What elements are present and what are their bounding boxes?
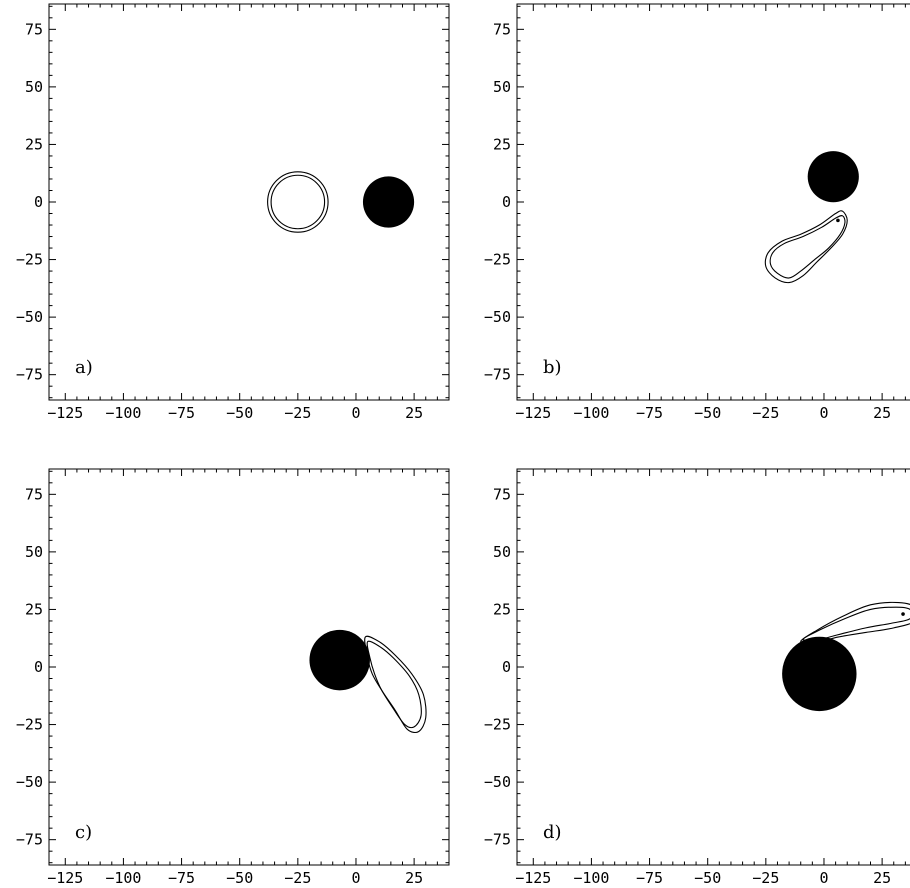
y-tick-label: −25 — [484, 716, 511, 734]
contour-line — [364, 635, 427, 734]
plot-area — [764, 151, 859, 284]
contour-line — [800, 601, 910, 644]
x-tick-label: 25 — [405, 404, 423, 422]
y-tick-label: 50 — [25, 543, 43, 561]
filled-disk — [807, 151, 859, 203]
plot-frame — [516, 3, 910, 401]
y-tick-label: −25 — [16, 716, 43, 734]
x-tick-label: −75 — [168, 869, 195, 887]
x-tick-label: −50 — [694, 404, 721, 422]
y-tick-label: −25 — [16, 251, 43, 269]
panel-a: −125 −100 −75 −50 −25 0 25 75 50 25 0 −25 −50 −75 a) — [16, 3, 450, 422]
contour-line — [764, 210, 848, 284]
contour-line — [802, 606, 910, 641]
y-tick-label: −75 — [16, 831, 43, 849]
plot-area — [309, 629, 427, 734]
panel-label: b) — [543, 357, 562, 378]
y-tick-label: 50 — [493, 78, 511, 96]
x-tick-label: −25 — [284, 869, 311, 887]
contour-line — [769, 215, 846, 279]
y-tick-label: −50 — [16, 308, 43, 326]
x-tick-label: −50 — [226, 404, 253, 422]
y-tick-label: 0 — [34, 193, 43, 211]
filled-disk — [362, 176, 415, 228]
y-tick-label: 75 — [25, 20, 43, 38]
x-tick-label: −100 — [573, 869, 609, 887]
plot-frame — [48, 468, 450, 866]
x-tick-label: −100 — [105, 404, 141, 422]
point-marker — [836, 218, 840, 223]
x-tick-label: 0 — [351, 869, 360, 887]
x-tick-label: −125 — [515, 869, 551, 887]
y-tick-label: −50 — [16, 773, 43, 791]
x-tick-label: −25 — [284, 404, 311, 422]
x-tick-label: −75 — [636, 404, 663, 422]
x-tick-label: 25 — [873, 869, 891, 887]
y-tick-label: 50 — [493, 543, 511, 561]
x-tick-label: 0 — [819, 404, 828, 422]
panel-label: a) — [75, 357, 93, 378]
y-tick-label: 25 — [25, 600, 43, 618]
panel-c: −125 −100 −75 −50 −25 0 25 75 50 25 0 −25 −50 −75 c) — [16, 468, 450, 887]
point-marker — [901, 612, 905, 616]
filled-disk — [782, 636, 857, 712]
y-tick-label: 50 — [25, 78, 43, 96]
x-tick-label: 25 — [873, 404, 891, 422]
x-tick-label: −100 — [105, 869, 141, 887]
contour-line — [267, 171, 329, 233]
y-tick-label: 0 — [502, 193, 511, 211]
plot-area — [267, 171, 415, 233]
y-tick-label: −75 — [484, 366, 511, 384]
x-tick-label: −50 — [694, 869, 721, 887]
filled-disk — [309, 629, 370, 691]
panel-b: −125 −100 −75 −50 −25 0 25 75 50 25 0 −25 −50 −75 b) — [484, 3, 910, 422]
panel-label: c) — [75, 822, 92, 843]
y-tick-label: 25 — [493, 600, 511, 618]
y-tick-label: 25 — [493, 135, 511, 153]
y-tick-label: 75 — [493, 20, 511, 38]
x-tick-label: −100 — [573, 404, 609, 422]
x-tick-label: −125 — [47, 404, 83, 422]
x-tick-label: −125 — [515, 404, 551, 422]
y-tick-label: −50 — [484, 773, 511, 791]
y-tick-label: 75 — [25, 485, 43, 503]
y-tick-label: 0 — [502, 658, 511, 676]
plot-area — [782, 601, 910, 712]
y-tick-label: −50 — [484, 308, 511, 326]
x-tick-label: −50 — [226, 869, 253, 887]
panel-d: −125 −100 −75 −50 −25 0 25 75 50 25 0 −25 −50 −75 d) — [484, 468, 910, 887]
x-tick-label: −25 — [752, 404, 779, 422]
contour-line — [270, 174, 326, 230]
y-tick-label: 25 — [25, 135, 43, 153]
contour-line — [366, 640, 422, 729]
x-tick-label: 0 — [819, 869, 828, 887]
x-tick-label: 25 — [405, 869, 423, 887]
y-tick-label: 0 — [34, 658, 43, 676]
y-tick-label: −25 — [484, 251, 511, 269]
x-tick-label: −25 — [752, 869, 779, 887]
x-tick-label: −75 — [636, 869, 663, 887]
y-tick-label: 75 — [493, 485, 511, 503]
x-tick-label: 0 — [351, 404, 360, 422]
panel-label: d) — [543, 822, 562, 843]
x-tick-label: −125 — [47, 869, 83, 887]
y-tick-label: −75 — [16, 366, 43, 384]
y-tick-label: −75 — [484, 831, 511, 849]
x-tick-label: −75 — [168, 404, 195, 422]
